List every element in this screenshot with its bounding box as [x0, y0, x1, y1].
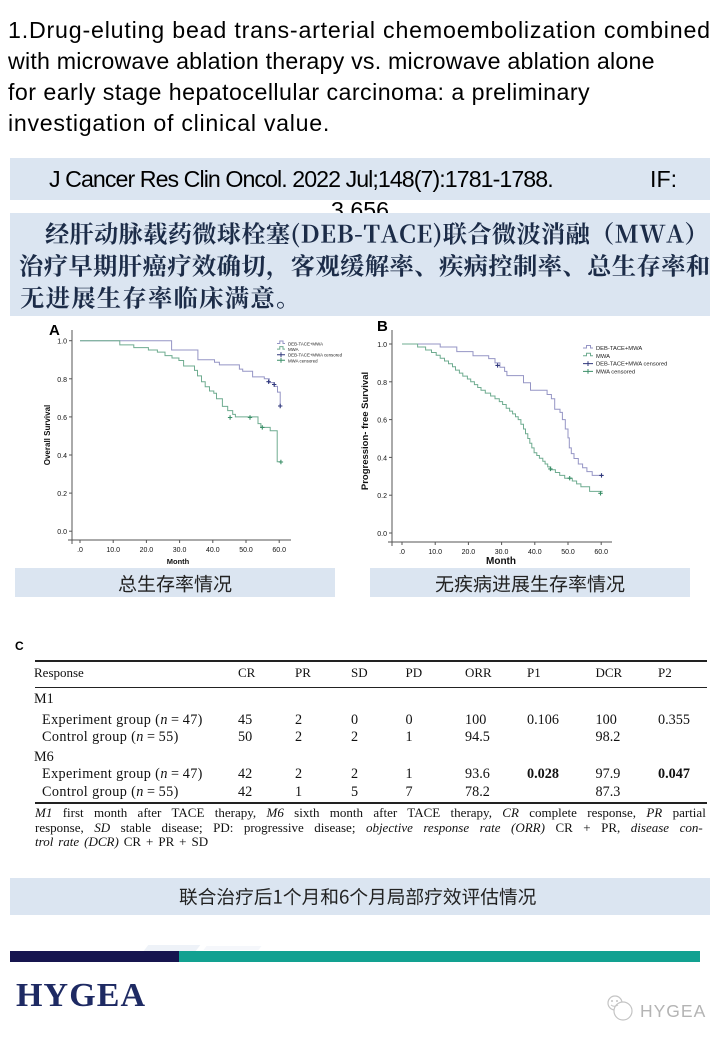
svg-text:DEB-TACE+MWA censored: DEB-TACE+MWA censored — [596, 362, 667, 368]
svg-text:10.0: 10.0 — [428, 549, 442, 556]
svg-text:.0: .0 — [77, 547, 83, 554]
svg-text:Progression- free Survival: Progression- free Survival — [360, 372, 371, 490]
svg-text:MWA: MWA — [288, 347, 299, 352]
svg-text:1.0: 1.0 — [377, 342, 387, 349]
svg-text:MWA: MWA — [596, 354, 610, 360]
svg-text:DEB-TACE+MWA: DEB-TACE+MWA — [288, 342, 323, 347]
svg-text:0.4: 0.4 — [377, 455, 387, 462]
svg-text:40.0: 40.0 — [528, 549, 542, 556]
svg-text:0.0: 0.0 — [377, 531, 387, 538]
svg-text:0.6: 0.6 — [57, 415, 67, 422]
svg-text:40.0: 40.0 — [206, 547, 220, 554]
svg-text:30.0: 30.0 — [173, 547, 187, 554]
svg-text:1.0: 1.0 — [57, 339, 67, 346]
svg-text:0.2: 0.2 — [377, 493, 387, 500]
svg-text:Overall Survival: Overall Survival — [43, 405, 52, 465]
svg-text:20.0: 20.0 — [462, 549, 476, 556]
svg-text:MWA censored: MWA censored — [596, 369, 635, 375]
svg-text:HYGEA: HYGEA — [640, 1001, 706, 1021]
svg-text:0.2: 0.2 — [57, 491, 67, 498]
svg-text:30.0: 30.0 — [495, 549, 509, 556]
svg-text:50.0: 50.0 — [239, 547, 253, 554]
svg-text:50.0: 50.0 — [561, 549, 575, 556]
svg-text:Month: Month — [486, 556, 516, 567]
svg-text:Month: Month — [167, 557, 190, 566]
svg-text:10.0: 10.0 — [106, 547, 120, 554]
svg-text:0.6: 0.6 — [377, 418, 387, 425]
svg-text:B: B — [377, 318, 388, 335]
svg-text:0.4: 0.4 — [57, 453, 67, 460]
svg-text:0.0: 0.0 — [57, 529, 67, 536]
svg-text:DEB-TACE+MWA censored: DEB-TACE+MWA censored — [288, 353, 343, 358]
svg-text:A: A — [49, 322, 60, 339]
svg-text:.0: .0 — [399, 549, 405, 556]
svg-text:20.0: 20.0 — [140, 547, 154, 554]
svg-text:60.0: 60.0 — [594, 549, 608, 556]
svg-text:DEB-TACE+MWA: DEB-TACE+MWA — [596, 346, 642, 352]
svg-text:0.8: 0.8 — [377, 380, 387, 387]
svg-text:0.8: 0.8 — [57, 377, 67, 384]
svg-text:MWA censored: MWA censored — [288, 358, 318, 363]
svg-text:60.0: 60.0 — [272, 547, 286, 554]
